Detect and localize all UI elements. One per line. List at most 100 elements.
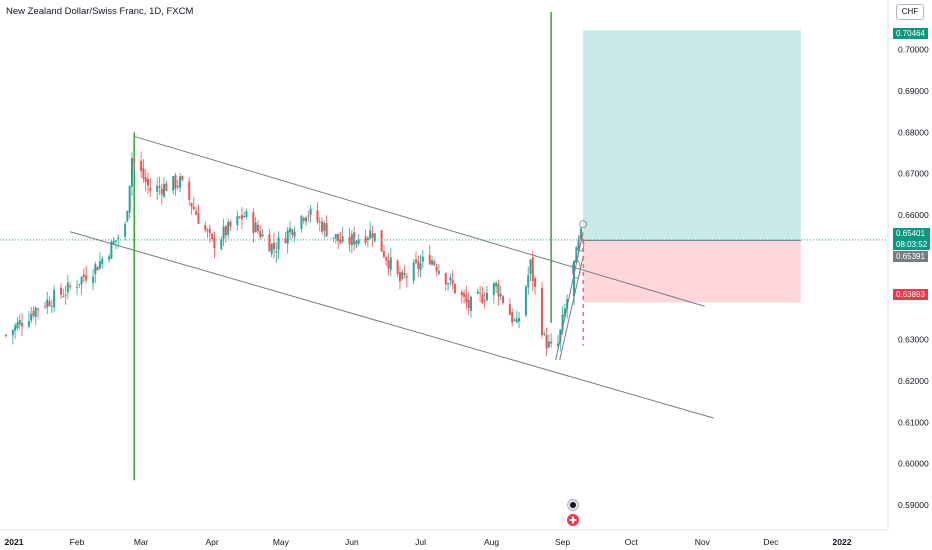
candle-body <box>289 228 292 233</box>
wave-ellipse <box>571 259 581 279</box>
candle-body <box>357 239 360 244</box>
candle-body <box>188 181 191 201</box>
candle-body <box>577 240 580 251</box>
candle-body <box>561 314 564 331</box>
y-tick-label: 0.66000 <box>898 210 929 220</box>
candle-body <box>364 236 367 243</box>
candle-body <box>579 228 582 240</box>
candle-body <box>11 330 14 336</box>
candle-body <box>222 226 225 239</box>
candle-body <box>518 317 521 322</box>
candle-body <box>53 289 56 308</box>
candle-body <box>499 293 502 297</box>
x-tick-label: Jun <box>345 537 359 547</box>
candle-body <box>460 292 463 296</box>
candle-body <box>181 176 184 180</box>
candle-body <box>469 296 472 312</box>
candle-body <box>355 240 358 245</box>
candle-body <box>275 251 278 253</box>
candle-body <box>385 257 388 261</box>
y-tick-label: 0.68000 <box>898 127 929 137</box>
candle-body <box>85 275 88 281</box>
candle-body <box>353 232 356 245</box>
candle-body <box>96 266 99 271</box>
x-tick-label: Dec <box>763 537 779 547</box>
candle-body <box>316 210 319 222</box>
candle-body <box>204 225 207 231</box>
candle-body <box>59 287 62 295</box>
candle-body <box>433 261 436 265</box>
candle-body <box>341 236 344 242</box>
candle-body <box>502 296 505 303</box>
candle-body <box>396 260 399 274</box>
candle-body <box>117 237 120 239</box>
candle-body <box>511 312 514 323</box>
currency-selector[interactable]: CHF <box>896 4 924 20</box>
candle-body <box>190 202 193 208</box>
y-tick-label: 0.70000 <box>898 44 929 54</box>
candle-body <box>238 216 241 218</box>
candle-body <box>27 320 30 327</box>
candle-body <box>431 260 434 265</box>
candle-body <box>401 271 404 279</box>
candle-body <box>69 285 72 287</box>
candle-body <box>243 215 246 217</box>
candle-body <box>220 239 223 250</box>
candle-body <box>449 277 452 281</box>
x-tick-label: Mar <box>134 537 149 547</box>
candle-body <box>366 237 369 241</box>
candle-body <box>339 239 342 244</box>
candle-body <box>451 279 454 284</box>
y-tick-label: 0.67000 <box>898 169 929 179</box>
candle-body <box>30 313 33 321</box>
candle-body <box>259 230 262 238</box>
candle-body <box>412 262 415 281</box>
candle-body <box>43 306 46 308</box>
candle-body <box>389 257 392 270</box>
candle-body <box>240 214 243 220</box>
candle-body <box>305 217 308 222</box>
y-tick-label: 0.59000 <box>898 500 929 510</box>
candle-body <box>195 211 198 215</box>
x-tick-label: Aug <box>484 537 499 547</box>
candle-body <box>133 158 136 161</box>
candle-body <box>309 208 312 216</box>
add-event-icon[interactable] <box>567 514 579 526</box>
wave-ellipse <box>577 236 585 252</box>
target-price-tag: 0.70464 <box>893 28 928 39</box>
candle-body <box>130 158 133 187</box>
candle-body <box>465 295 468 303</box>
candle-body <box>485 292 488 301</box>
candle-body <box>495 282 498 287</box>
candle-body <box>128 185 131 213</box>
candle-body <box>428 254 431 265</box>
candle-body <box>37 308 40 310</box>
candle-body <box>563 308 566 317</box>
y-tick-label: 0.69000 <box>898 86 929 96</box>
y-tick-label: 0.63000 <box>898 334 929 344</box>
channel-line <box>69 231 714 419</box>
candle-body <box>197 213 200 224</box>
candle-body <box>527 275 530 288</box>
candle-body <box>172 176 175 191</box>
candle-body <box>165 183 168 191</box>
candle-body <box>5 334 7 336</box>
candle-body <box>252 212 255 233</box>
candle-body <box>318 221 321 223</box>
dividend-icon[interactable] <box>567 499 579 511</box>
candle-body <box>531 257 534 282</box>
chart-title: New Zealand Dollar/Swiss Franc, 1D, FXCM <box>6 6 194 17</box>
candle-body <box>206 230 209 232</box>
candle-body <box>534 278 537 287</box>
candle-body <box>213 237 216 249</box>
y-tick-label: 0.62000 <box>898 376 929 386</box>
candle-body <box>556 343 559 346</box>
candle-body <box>547 341 550 348</box>
x-tick-label: May <box>273 537 290 547</box>
candle-body <box>566 299 569 309</box>
x-tick-label: Nov <box>695 537 711 547</box>
candle-body <box>272 242 275 250</box>
candle-body <box>369 230 372 239</box>
